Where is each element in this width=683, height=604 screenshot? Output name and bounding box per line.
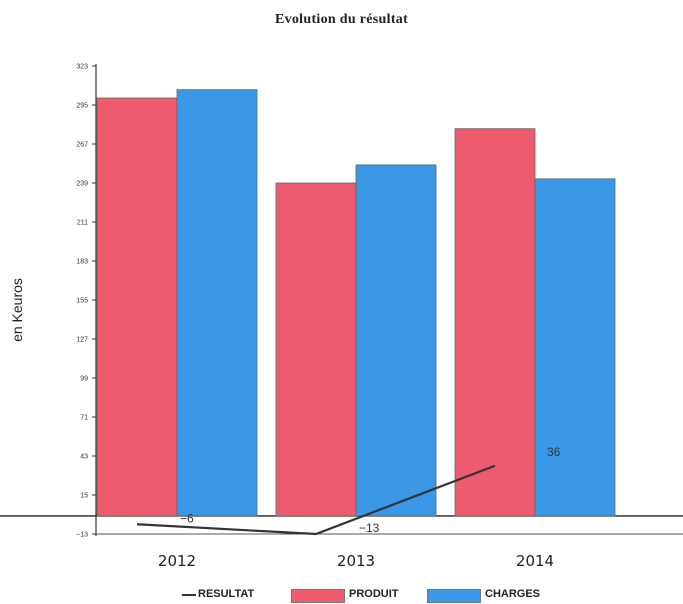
y-tick-label: −13 xyxy=(76,532,88,539)
y-tick-label: 71 xyxy=(80,415,88,422)
bar-charges-2014 xyxy=(534,178,616,517)
y-tick-label: 43 xyxy=(80,454,88,461)
bar-produit-2013 xyxy=(275,182,357,517)
chart-title: Evolution du résultat xyxy=(274,12,409,27)
data-label-resultat-2013: −13 xyxy=(359,521,380,535)
y-tick-label: 155 xyxy=(76,298,88,305)
chart-legend: RESULTAT PRODUIT CHARGES xyxy=(0,584,683,604)
line-resultat xyxy=(136,464,496,536)
y-tick-label: 127 xyxy=(76,337,88,344)
bar-charges-2012 xyxy=(176,89,258,517)
bar-produit-2012 xyxy=(96,97,178,517)
legend-item-charges: CHARGES xyxy=(427,584,557,604)
x-tick-label-2014: 2014 xyxy=(516,552,554,570)
legend-item-resultat: RESULTAT xyxy=(182,584,282,604)
legend-line-resultat xyxy=(182,594,196,596)
y-tick-label: 211 xyxy=(77,220,88,227)
bar-produit-2014 xyxy=(454,128,536,517)
legend-label-produit: PRODUIT xyxy=(349,588,399,600)
y-axis-label: en Keuros xyxy=(9,278,25,342)
y-tick-label: 295 xyxy=(76,103,88,110)
x-tick-label-2012: 2012 xyxy=(158,552,196,570)
y-tick-label: 183 xyxy=(76,259,88,266)
y-tick-label: 267 xyxy=(76,142,88,149)
legend-swatch-produit xyxy=(291,589,345,603)
legend-item-produit: PRODUIT xyxy=(291,584,421,604)
x-tick-label-2013: 2013 xyxy=(337,552,375,570)
y-tick-label: 99 xyxy=(80,376,88,383)
bar-charges-2013 xyxy=(355,164,437,517)
y-tick-label: 323 xyxy=(76,64,88,71)
legend-label-resultat: RESULTAT xyxy=(198,588,255,600)
y-tick-label: 15 xyxy=(80,493,88,500)
chart-plot: −13 15 43 71 99 127 155 183 211 239 267 295 323 en K… xyxy=(0,64,683,570)
legend-label-charges: CHARGES xyxy=(485,588,541,600)
y-tick-label: 239 xyxy=(76,181,88,188)
data-label-resultat-2012: −6 xyxy=(180,511,194,525)
legend-swatch-charges xyxy=(427,589,481,603)
data-label-resultat-2014: 36 xyxy=(547,445,561,459)
